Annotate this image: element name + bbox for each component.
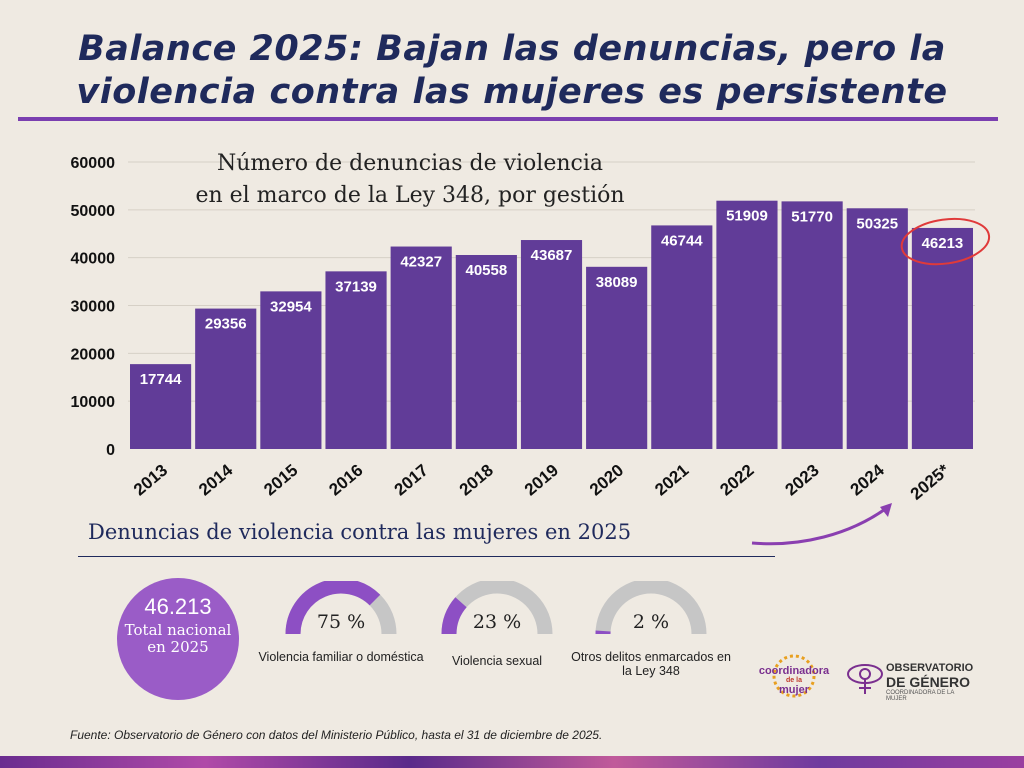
gauge-chart bbox=[595, 581, 707, 635]
title-divider bbox=[18, 117, 998, 121]
bar bbox=[586, 266, 648, 449]
chart-title-line-1: Número de denuncias de violencia bbox=[216, 151, 604, 176]
x-tick-label: 2018 bbox=[456, 461, 497, 500]
gauge-percent: 23 % bbox=[472, 611, 522, 633]
y-tick-label: 40000 bbox=[71, 251, 116, 268]
bar bbox=[846, 208, 908, 449]
bar-chart: 0 10000 20000 30000 40000 50000 60000 17744 2013… bbox=[71, 155, 991, 504]
gauge-label: Violencia sexual bbox=[451, 654, 543, 668]
y-tick-label: 20000 bbox=[71, 346, 116, 363]
gauge-sexual: 23 % bbox=[439, 581, 555, 641]
logo-text: mujer bbox=[779, 684, 809, 696]
x-tick-label: 2017 bbox=[391, 461, 432, 500]
section-divider bbox=[78, 556, 775, 557]
bar bbox=[390, 246, 452, 449]
bar bbox=[911, 227, 973, 449]
page-title: Balance 2025: Bajan las denuncias, pero … bbox=[0, 28, 1024, 114]
x-tick-label: 2019 bbox=[521, 461, 562, 500]
x-tick-label: 2022 bbox=[716, 461, 757, 500]
title-line-2: violencia contra las mujeres es persiste… bbox=[76, 72, 948, 112]
gauge-track bbox=[595, 581, 707, 635]
y-tick-label: 30000 bbox=[71, 299, 116, 316]
data-label: 43687 bbox=[531, 247, 573, 264]
bar bbox=[195, 308, 257, 449]
bar bbox=[260, 291, 322, 449]
highlight-ring bbox=[900, 217, 991, 266]
x-tick-label: 2014 bbox=[195, 460, 237, 499]
logo-text: coordinadora bbox=[758, 665, 830, 677]
x-tick-label: 2016 bbox=[325, 461, 366, 500]
gauge-fill bbox=[285, 581, 381, 635]
gauge-otros: 2 % bbox=[593, 581, 709, 641]
gauge-fill bbox=[441, 597, 467, 635]
coordinadora-logo: coordinadora de la mujer bbox=[748, 652, 840, 700]
y-tick-label: 10000 bbox=[71, 394, 116, 411]
total-label: Total nacional en 2025 bbox=[124, 621, 232, 656]
data-label: 51909 bbox=[726, 208, 768, 225]
bar bbox=[651, 225, 713, 449]
data-label: 40558 bbox=[465, 262, 507, 279]
y-tick-label: 60000 bbox=[71, 155, 116, 172]
sun-icon bbox=[772, 654, 816, 698]
bar bbox=[781, 201, 843, 449]
gauge-familiar: 75 % bbox=[283, 581, 399, 641]
x-tick-label: 2024 bbox=[847, 460, 889, 499]
chart-title: Número de denuncias de violencia en el m… bbox=[150, 148, 670, 212]
data-label: 46213 bbox=[922, 235, 964, 252]
logo-text: OBSERVATORIO bbox=[886, 662, 974, 674]
observatorio-logo: OBSERVATORIO DE GÉNERO COORDINADORA DE L… bbox=[846, 660, 976, 702]
gauge-chart bbox=[441, 581, 553, 635]
bar bbox=[130, 364, 192, 449]
x-tick-label: 2021 bbox=[651, 461, 692, 500]
y-tick-label: 0 bbox=[106, 442, 115, 459]
source-note: Fuente: Observatorio de Género con datos… bbox=[70, 728, 603, 742]
arrow-icon bbox=[751, 503, 892, 546]
title-line-1: Balance 2025: Bajan las denuncias, pero … bbox=[78, 29, 946, 69]
gauge-percent: 2 % bbox=[632, 611, 670, 633]
logo-text: de la bbox=[786, 677, 802, 684]
logo-text: COORDINADORA DE LA MUJER bbox=[886, 690, 955, 702]
bar bbox=[520, 240, 583, 449]
data-label: 29356 bbox=[205, 316, 247, 333]
data-label: 50325 bbox=[856, 215, 898, 232]
x-tick-label: 2013 bbox=[130, 461, 171, 500]
bar bbox=[716, 200, 778, 449]
data-label: 32954 bbox=[270, 298, 312, 315]
logo-text: DE GÉNERO bbox=[886, 674, 971, 690]
bar bbox=[325, 271, 387, 449]
bar bbox=[455, 254, 517, 449]
data-label: 51770 bbox=[791, 208, 833, 225]
gauge-label: Violencia familiar o doméstica bbox=[258, 650, 424, 664]
total-circle: 46.213 Total nacional en 2025 bbox=[117, 578, 239, 700]
section-title: Denuncias de violencia contra las mujere… bbox=[88, 520, 632, 544]
data-label: 42327 bbox=[400, 254, 442, 271]
gauge-label: Otros delitos enmarcados en la Ley 348 bbox=[571, 650, 731, 678]
data-label: 17744 bbox=[140, 371, 182, 388]
x-tick-label: 2023 bbox=[781, 461, 822, 500]
data-label: 46744 bbox=[661, 232, 703, 249]
x-tick-label: 2025* bbox=[907, 460, 954, 503]
chart-title-line-2: en el marco de la Ley 348, por gestión bbox=[195, 183, 625, 208]
venus-eye-icon bbox=[847, 664, 883, 694]
total-value: 46.213 bbox=[144, 594, 212, 619]
x-tick-label: 2015 bbox=[260, 461, 301, 500]
gauge-chart bbox=[285, 581, 397, 635]
data-label: 37139 bbox=[335, 278, 377, 295]
decorative-strip bbox=[0, 756, 1024, 768]
data-label: 38089 bbox=[596, 274, 638, 291]
x-tick-label: 2020 bbox=[586, 461, 627, 500]
y-tick-label: 50000 bbox=[71, 203, 116, 220]
gauge-percent: 75 % bbox=[316, 611, 366, 633]
